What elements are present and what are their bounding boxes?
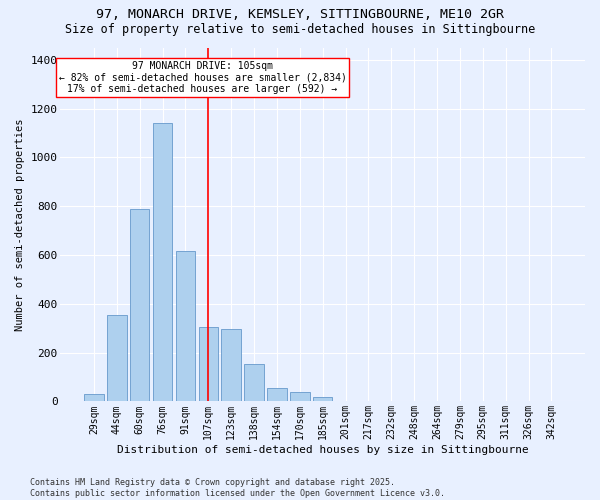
Text: Contains HM Land Registry data © Crown copyright and database right 2025.
Contai: Contains HM Land Registry data © Crown c… xyxy=(30,478,445,498)
Bar xyxy=(244,364,264,402)
Text: Size of property relative to semi-detached houses in Sittingbourne: Size of property relative to semi-detach… xyxy=(65,22,535,36)
Bar xyxy=(107,315,127,402)
Bar xyxy=(84,394,104,402)
Bar xyxy=(176,252,195,402)
Text: 97, MONARCH DRIVE, KEMSLEY, SITTINGBOURNE, ME10 2GR: 97, MONARCH DRIVE, KEMSLEY, SITTINGBOURN… xyxy=(96,8,504,20)
Bar xyxy=(313,396,332,402)
X-axis label: Distribution of semi-detached houses by size in Sittingbourne: Distribution of semi-detached houses by … xyxy=(117,445,529,455)
Y-axis label: Number of semi-detached properties: Number of semi-detached properties xyxy=(15,118,25,330)
Bar xyxy=(199,327,218,402)
Bar xyxy=(153,123,172,402)
Text: 97 MONARCH DRIVE: 105sqm
← 82% of semi-detached houses are smaller (2,834)
17% o: 97 MONARCH DRIVE: 105sqm ← 82% of semi-d… xyxy=(59,61,347,94)
Bar xyxy=(290,392,310,402)
Bar xyxy=(221,330,241,402)
Bar xyxy=(130,208,149,402)
Bar xyxy=(267,388,287,402)
